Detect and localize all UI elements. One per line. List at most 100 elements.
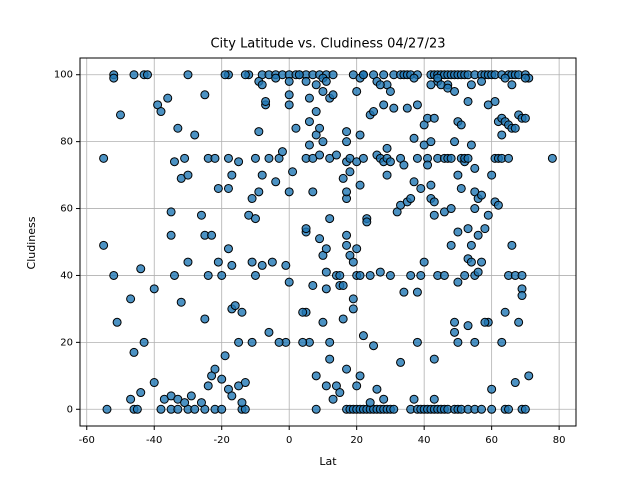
point — [315, 123, 325, 133]
point — [338, 314, 348, 324]
point — [463, 153, 473, 163]
point — [453, 170, 463, 180]
point — [409, 394, 419, 404]
point — [453, 227, 463, 237]
point — [504, 153, 514, 163]
point — [250, 214, 260, 224]
y-tick-label: 20 — [60, 337, 73, 348]
point — [166, 230, 176, 240]
point — [318, 317, 328, 327]
point — [213, 257, 223, 267]
point — [331, 150, 341, 160]
point — [149, 284, 159, 294]
point — [342, 137, 352, 147]
point — [240, 70, 250, 80]
point — [126, 294, 136, 304]
point — [335, 270, 345, 280]
point — [480, 317, 490, 327]
point — [487, 404, 497, 414]
point — [426, 80, 436, 90]
x-tick-label: 80 — [553, 435, 566, 446]
point — [355, 180, 365, 190]
point — [379, 70, 389, 80]
point — [382, 170, 392, 180]
point — [169, 270, 179, 280]
point — [510, 123, 520, 133]
point — [369, 341, 379, 351]
point — [284, 277, 294, 287]
point — [328, 394, 338, 404]
point — [207, 230, 217, 240]
point — [301, 76, 311, 86]
point — [176, 297, 186, 307]
point — [483, 210, 493, 220]
point — [304, 140, 314, 150]
point — [220, 70, 230, 80]
point — [385, 157, 395, 167]
point — [520, 113, 530, 123]
x-tick-label: 40 — [418, 435, 431, 446]
point — [355, 130, 365, 140]
point — [365, 398, 375, 408]
point — [463, 224, 473, 234]
point — [412, 337, 422, 347]
point — [321, 267, 331, 277]
point — [203, 381, 213, 391]
point — [227, 260, 237, 270]
point — [375, 267, 385, 277]
point — [372, 384, 382, 394]
point — [190, 130, 200, 140]
point — [497, 337, 507, 347]
point — [480, 224, 490, 234]
point — [217, 404, 227, 414]
point — [466, 80, 476, 90]
point — [183, 257, 193, 267]
point — [180, 398, 190, 408]
point — [304, 93, 314, 103]
point — [109, 270, 119, 280]
point — [439, 270, 449, 280]
point — [250, 153, 260, 163]
point — [247, 194, 257, 204]
point — [264, 153, 274, 163]
point — [348, 257, 358, 267]
point — [99, 153, 109, 163]
point — [169, 157, 179, 167]
point — [456, 183, 466, 193]
point — [352, 86, 362, 96]
point — [328, 90, 338, 100]
point — [291, 123, 301, 133]
point — [453, 337, 463, 347]
point — [217, 270, 227, 280]
point — [507, 80, 517, 90]
point — [318, 86, 328, 96]
point — [335, 388, 345, 398]
point — [412, 153, 422, 163]
point — [450, 137, 460, 147]
point — [284, 90, 294, 100]
x-tick-label: -40 — [146, 435, 162, 446]
point — [406, 270, 416, 280]
x-tick-label: 60 — [485, 435, 498, 446]
point — [210, 364, 220, 374]
point — [301, 224, 311, 234]
point — [477, 404, 487, 414]
point — [446, 204, 456, 214]
point — [237, 398, 247, 408]
point — [409, 73, 419, 83]
point — [355, 270, 365, 280]
chart-title: City Latitude vs. Cludiness 04/27/23 — [210, 37, 445, 52]
point — [385, 270, 395, 280]
point — [470, 204, 480, 214]
point — [234, 157, 244, 167]
y-axis-label: Cludiness — [25, 216, 38, 269]
point — [261, 96, 271, 106]
point — [517, 291, 527, 301]
point — [277, 147, 287, 157]
y-tick-label: 100 — [54, 70, 73, 81]
point — [328, 70, 338, 80]
point — [264, 327, 274, 337]
point — [520, 73, 530, 83]
point — [311, 107, 321, 117]
y-tick-label: 0 — [67, 404, 73, 415]
